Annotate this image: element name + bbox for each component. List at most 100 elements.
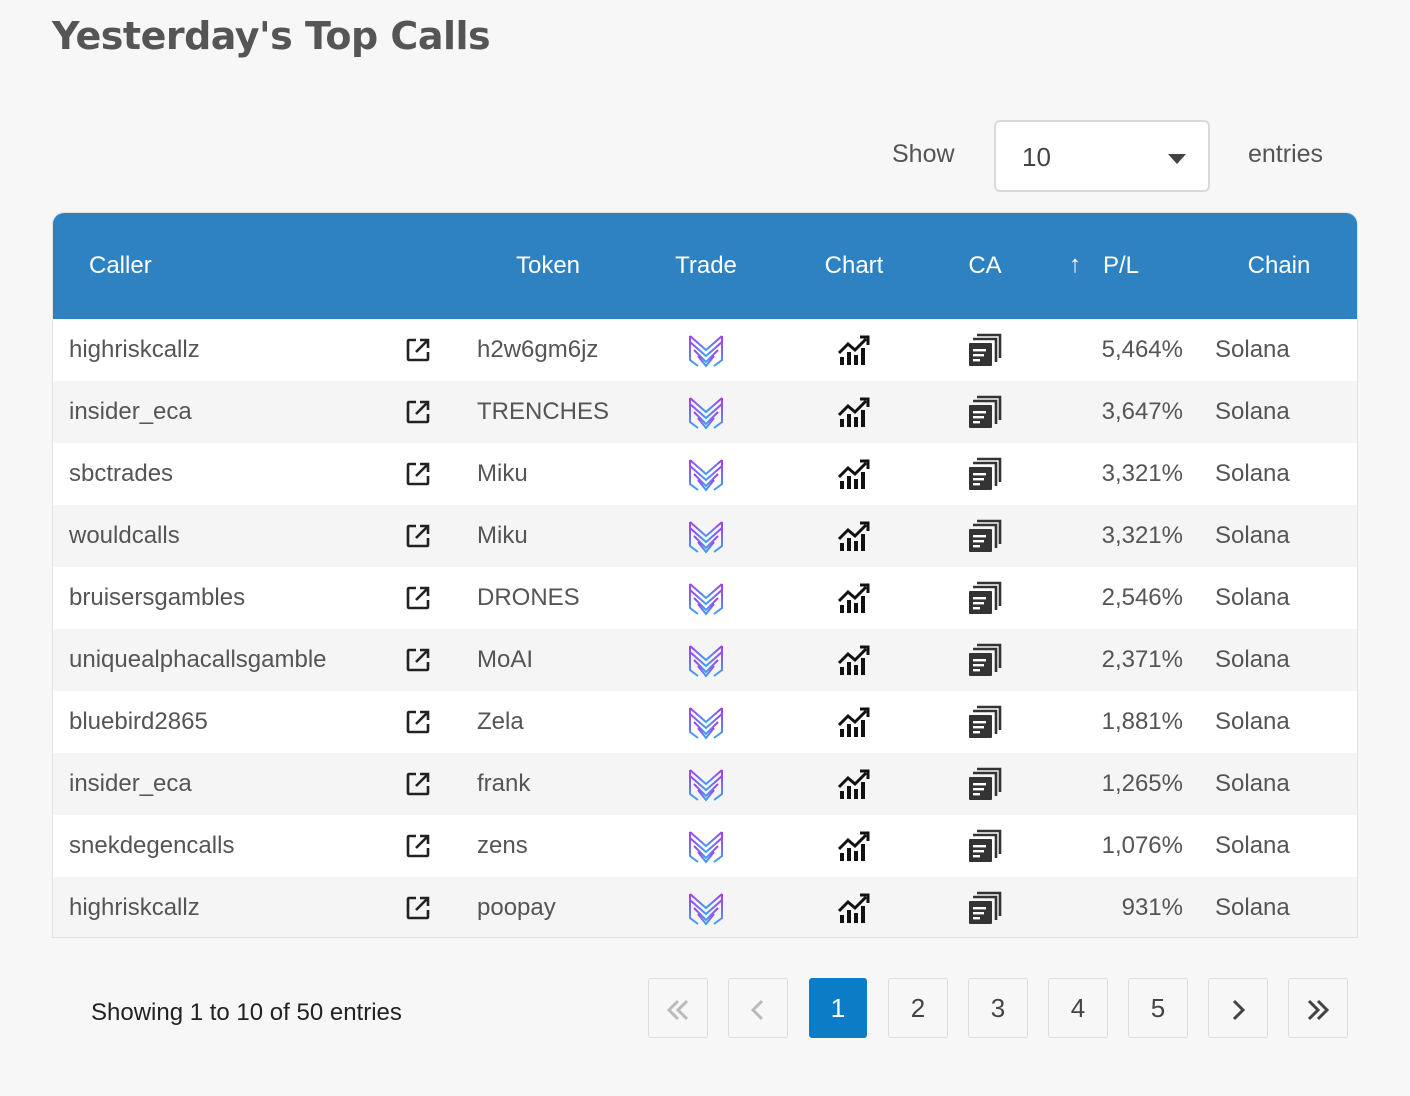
chart-up-icon [837, 521, 870, 551]
caller-cell: insider_eca [69, 770, 192, 797]
next-page-button[interactable] [1208, 978, 1268, 1038]
copy-ca-button[interactable] [927, 381, 1043, 443]
table-row: wouldcalls Miku 3,321% Solana [53, 505, 1357, 567]
copy-ca-button[interactable] [927, 319, 1043, 381]
chain-cell: Solana [1215, 460, 1290, 487]
chart-button[interactable] [781, 691, 927, 753]
entries-label: entries [1248, 140, 1324, 168]
first-page-button[interactable] [648, 978, 708, 1038]
last-page-button[interactable] [1288, 978, 1348, 1038]
chart-button[interactable] [781, 443, 927, 505]
copy-ca-button[interactable] [927, 877, 1043, 937]
pl-cell: 1,881% [1101, 708, 1183, 735]
entries-select-value: 10 [1022, 142, 1051, 172]
trade-button[interactable] [631, 691, 781, 753]
external-link-icon [406, 649, 430, 672]
chart-up-icon [837, 769, 870, 799]
external-link-icon [406, 897, 430, 920]
trade-logo-icon [689, 831, 723, 864]
trade-button[interactable] [631, 815, 781, 877]
trade-logo-icon [689, 645, 723, 678]
chart-button[interactable] [781, 629, 927, 691]
page-button-5[interactable]: 5 [1128, 978, 1188, 1038]
caller-link-button[interactable] [371, 753, 465, 815]
header-trade[interactable]: Trade [675, 252, 737, 279]
chart-button[interactable] [781, 877, 927, 937]
table-info: Showing 1 to 10 of 50 entries [91, 999, 402, 1026]
copy-ca-button[interactable] [927, 505, 1043, 567]
copy-ca-button[interactable] [927, 815, 1043, 877]
token-cell: poopay [477, 894, 556, 921]
pl-cell: 3,321% [1101, 522, 1183, 549]
double-chevron-left-icon [666, 1000, 689, 1021]
copy-ca-button[interactable] [927, 567, 1043, 629]
copy-ca-button[interactable] [927, 629, 1043, 691]
token-cell: zens [477, 832, 528, 859]
entries-select[interactable]: 10 [994, 120, 1210, 192]
header-token[interactable]: Token [515, 252, 581, 279]
trade-button[interactable] [631, 877, 781, 937]
trade-logo-icon [689, 521, 723, 554]
chevron-left-icon [750, 1000, 764, 1021]
chart-up-icon [837, 707, 870, 737]
header-link [371, 213, 465, 319]
caller-link-button[interactable] [371, 815, 465, 877]
caller-link-button[interactable] [371, 505, 465, 567]
page-button-4[interactable]: 4 [1048, 978, 1108, 1038]
copy-address-icon [969, 333, 1002, 366]
caller-cell: highriskcallz [69, 894, 200, 921]
header-pl[interactable]: ↑ P/L [1043, 213, 1199, 319]
trade-button[interactable] [631, 567, 781, 629]
chain-cell: Solana [1215, 646, 1290, 673]
trade-logo-icon [689, 583, 723, 616]
caller-link-button[interactable] [371, 877, 465, 937]
external-link-icon [406, 339, 430, 362]
caller-link-button[interactable] [371, 381, 465, 443]
chart-button[interactable] [781, 505, 927, 567]
copy-ca-button[interactable] [927, 753, 1043, 815]
trade-button[interactable] [631, 629, 781, 691]
page-button-1[interactable]: 1 [809, 978, 867, 1038]
trade-button[interactable] [631, 753, 781, 815]
header-chain[interactable]: Chain [1247, 252, 1311, 279]
copy-ca-button[interactable] [927, 443, 1043, 505]
trade-button[interactable] [631, 381, 781, 443]
page-button-3[interactable]: 3 [968, 978, 1028, 1038]
token-cell: DRONES [477, 584, 580, 611]
copy-address-icon [969, 643, 1002, 676]
chart-button[interactable] [781, 815, 927, 877]
trade-button[interactable] [631, 443, 781, 505]
copy-address-icon [969, 519, 1002, 552]
header-caller[interactable]: Caller [89, 252, 152, 279]
sort-arrow-up-icon: ↑ [1069, 251, 1081, 278]
caller-link-button[interactable] [371, 629, 465, 691]
caller-link-button[interactable] [371, 443, 465, 505]
caller-link-button[interactable] [371, 319, 465, 381]
token-cell: Zela [477, 708, 524, 735]
caret-down-icon [1168, 154, 1186, 164]
caller-link-button[interactable] [371, 567, 465, 629]
double-chevron-right-icon [1307, 1000, 1330, 1021]
chart-button[interactable] [781, 753, 927, 815]
page-button-2[interactable]: 2 [888, 978, 948, 1038]
pl-cell: 3,321% [1101, 460, 1183, 487]
caller-cell: snekdegencalls [69, 832, 235, 859]
external-link-icon [406, 587, 430, 610]
prev-page-button[interactable] [728, 978, 788, 1038]
token-cell: TRENCHES [477, 398, 610, 425]
trade-button[interactable] [631, 319, 781, 381]
chain-cell: Solana [1215, 832, 1290, 859]
chart-button[interactable] [781, 319, 927, 381]
header-ca[interactable]: CA [968, 252, 1002, 279]
copy-ca-button[interactable] [927, 691, 1043, 753]
table-header-row: Caller Token Trade Chart CA ↑ P/L Chain [53, 213, 1357, 319]
caller-cell: bruisersgambles [69, 584, 246, 611]
caller-link-button[interactable] [371, 691, 465, 753]
trade-logo-icon [689, 459, 723, 492]
trade-button[interactable] [631, 505, 781, 567]
header-chart[interactable]: Chart [824, 252, 884, 279]
token-cell: h2w6gm6jz [477, 336, 599, 363]
chart-button[interactable] [781, 567, 927, 629]
chart-button[interactable] [781, 381, 927, 443]
chart-up-icon [837, 459, 870, 489]
